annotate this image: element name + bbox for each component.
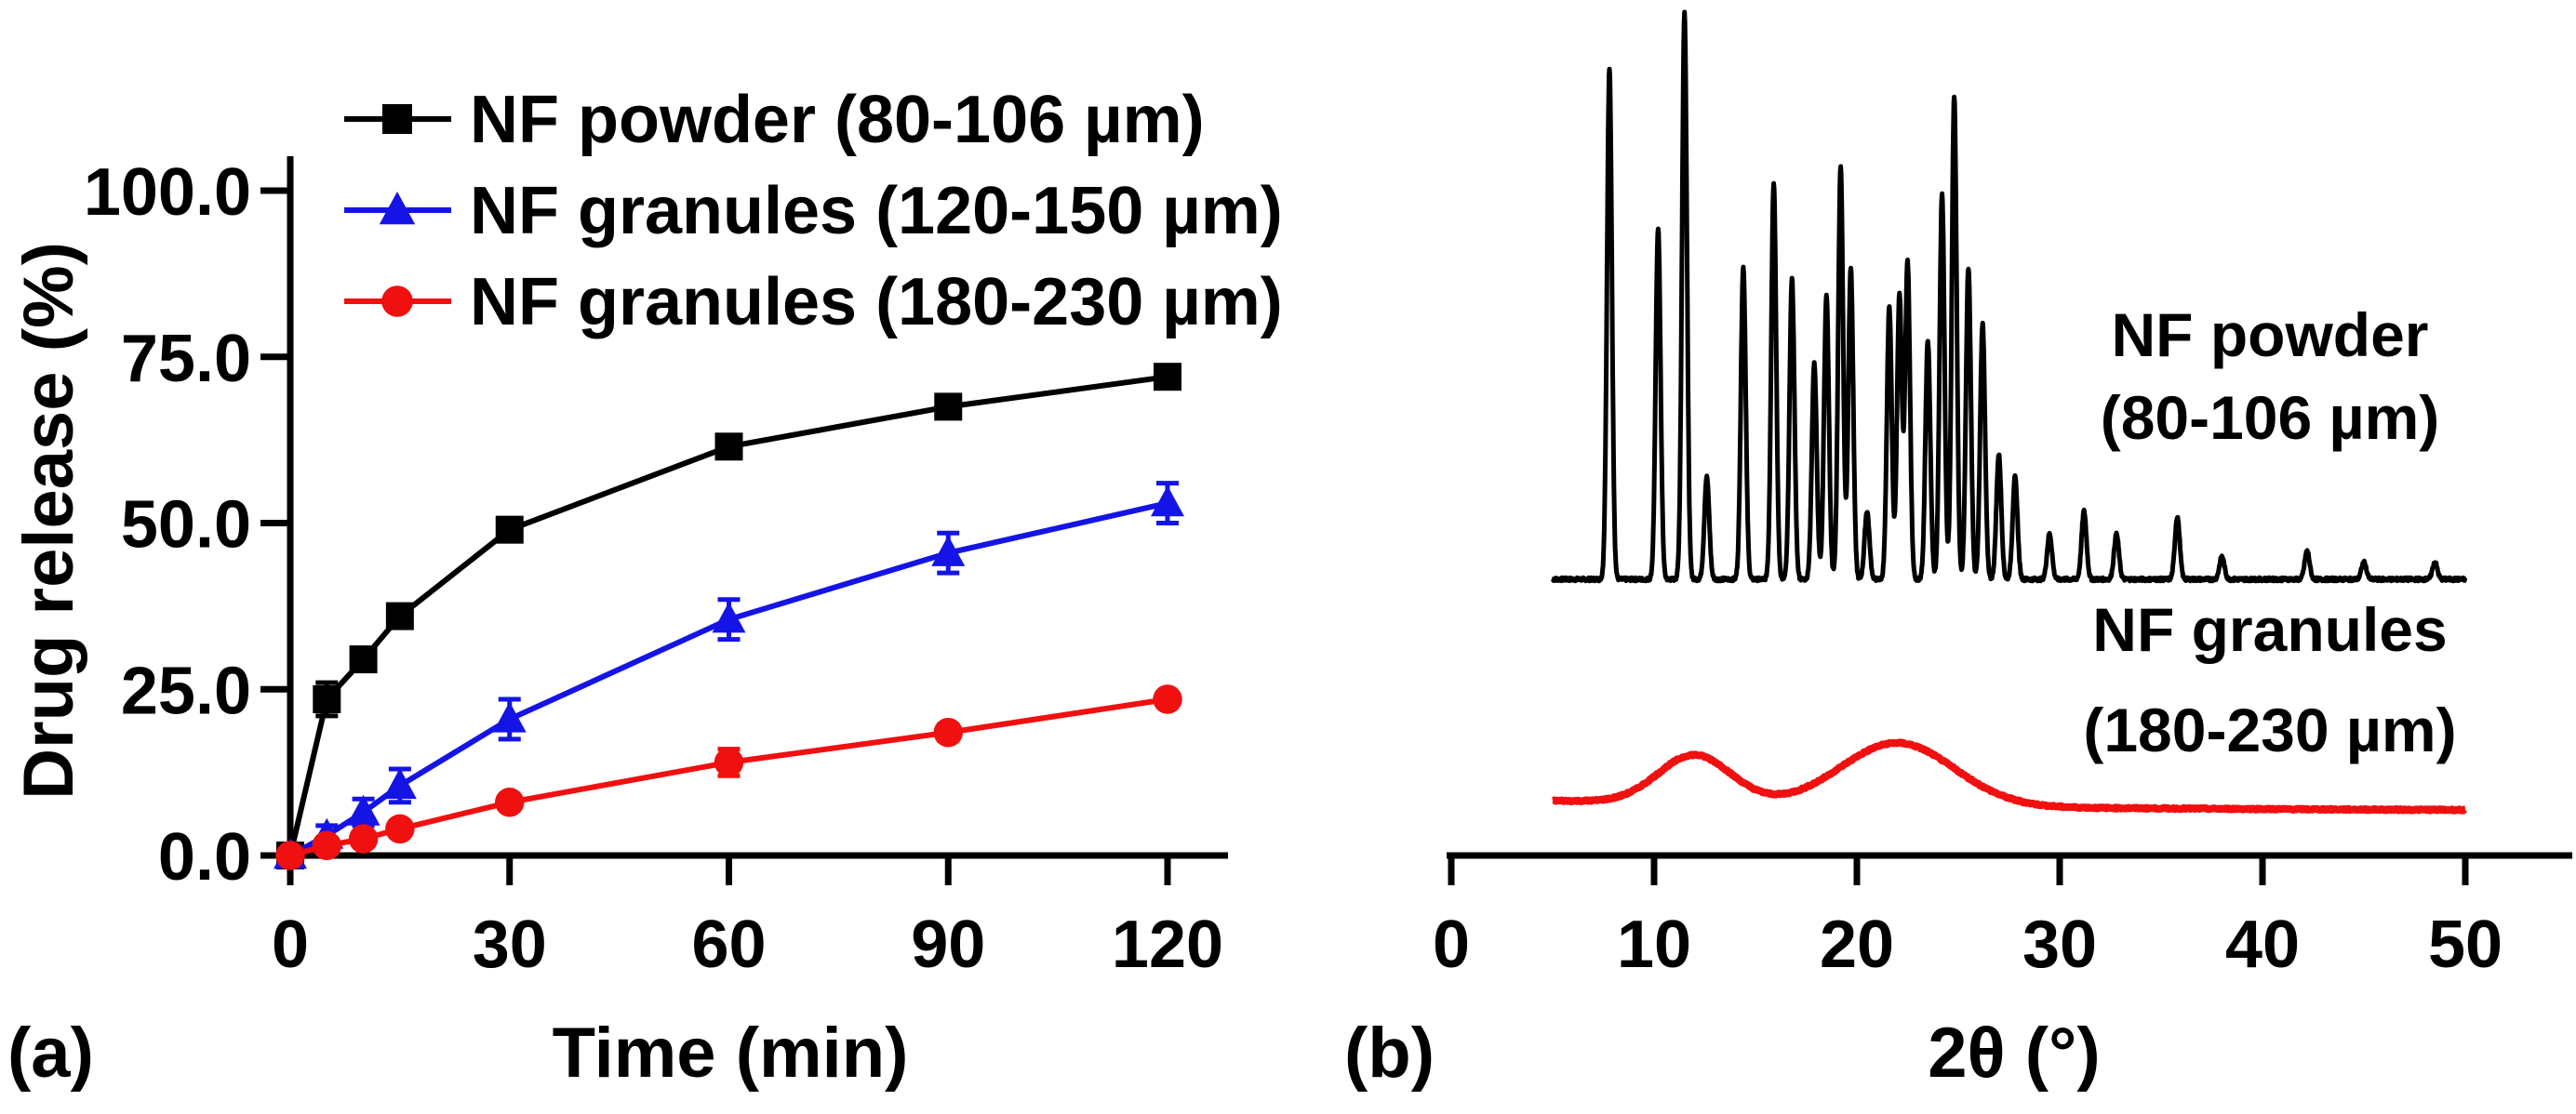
- panel-a-data-point: [934, 392, 963, 421]
- panel-a-data-point: [313, 684, 341, 713]
- panel-b-series-1-label-line1: NF powder: [2112, 300, 2429, 369]
- legend-label: NF powder (80-106 µm): [470, 83, 1205, 157]
- panel-b-series-2-label-line2: (180-230 µm): [2083, 696, 2456, 764]
- panel-a-data-point: [714, 432, 743, 461]
- panel-b-x-tick-label: 20: [1820, 908, 1894, 982]
- panel-a-x-tick-label: 0: [272, 908, 309, 982]
- panel-a-y-tick-label: 100.0: [84, 155, 251, 230]
- panel-a-data-point: [382, 768, 417, 800]
- legend-label: NF granules (180-230 µm): [470, 265, 1283, 339]
- panel-b-x-tick-label: 0: [1433, 908, 1470, 982]
- panel-a-y-axis-label: Drug release (%): [9, 242, 88, 800]
- panel-a-legend: NF powder (80-106 µm) NF granules (120-15…: [344, 83, 1283, 339]
- panel-b-x-axis-label: 2θ (°): [1928, 1014, 2100, 1093]
- panel-a-data-point: [346, 794, 380, 826]
- panel-a-series-line: [288, 500, 1168, 858]
- panel-a-series-3: [275, 684, 1182, 870]
- panel-a-data-point: [1154, 363, 1181, 391]
- panel-a-x-tick-label: 90: [911, 908, 985, 982]
- legend-label: NF granules (120-150 µm): [470, 174, 1283, 248]
- panel-b-x-tick-label: 50: [2428, 908, 2503, 982]
- legend-marker: [379, 192, 416, 225]
- panel-a-data-point: [312, 830, 342, 861]
- panel-a-x-tick-label: 120: [1112, 908, 1223, 982]
- panel-a-y-tick-label: 0.0: [158, 820, 251, 895]
- panel-a-data-point: [275, 841, 305, 870]
- panel-b-xrd-chart: 0 10 20 30 40 50 NF powder (80-106 µm) NF gra…: [1344, 9, 2572, 1093]
- panel-a-data-point: [1151, 485, 1184, 517]
- panel-a-series: [274, 363, 1184, 870]
- panel-a-y-tick-label: 50.0: [121, 488, 251, 563]
- panel-b-x-tick-label: 30: [2022, 908, 2097, 982]
- panel-a-data-point: [712, 602, 746, 633]
- panel-b-series-2-trace: [1550, 738, 2468, 815]
- panel-a-data-point: [495, 788, 525, 817]
- panel-a-data-point: [714, 748, 744, 777]
- panel-a-y-tick-label: 75.0: [121, 322, 251, 396]
- legend-marker: [382, 104, 412, 134]
- panel-b-x-tick-label: 40: [2225, 908, 2300, 982]
- panel-a-y-tick-label: 25.0: [121, 654, 251, 728]
- panel-a-data-point: [495, 515, 524, 544]
- panel-a-label: (a): [7, 1014, 94, 1093]
- panel-b-x-tick-label: 10: [1617, 908, 1691, 982]
- panel-a-data-point: [385, 602, 414, 630]
- panel-b-series-1-label-line2: (80-106 µm): [2101, 383, 2440, 452]
- panel-a-x-tick-label: 60: [691, 908, 766, 982]
- panel-a-data-point: [385, 814, 415, 844]
- panel-a-data-point: [492, 701, 527, 733]
- panel-a-data-point: [931, 535, 966, 566]
- panel-b-label: (b): [1344, 1014, 1435, 1093]
- panel-a-series-2: [274, 481, 1184, 869]
- panel-a-release-chart: 0 30 60 90 120 0.0 25.0 50.0 75.0 100.0 NF powder…: [7, 83, 1283, 1093]
- panel-b-axes: 0 10 20 30 40 50: [1433, 852, 2572, 982]
- panel-b-series-2-label-line1: NF granules: [2092, 595, 2447, 664]
- panel-b-series-1-trace: [1550, 9, 2468, 584]
- panel-a-x-axis-label: Time (min): [553, 1014, 909, 1093]
- panel-a-x-tick-label: 30: [473, 908, 547, 982]
- panel-a-data-point: [348, 824, 379, 854]
- panel-a-data-point: [1153, 684, 1182, 714]
- panel-b-series: [1550, 9, 2468, 815]
- legend-marker: [381, 285, 413, 317]
- panel-a-data-point: [933, 717, 963, 748]
- panel-a-data-point: [349, 645, 378, 674]
